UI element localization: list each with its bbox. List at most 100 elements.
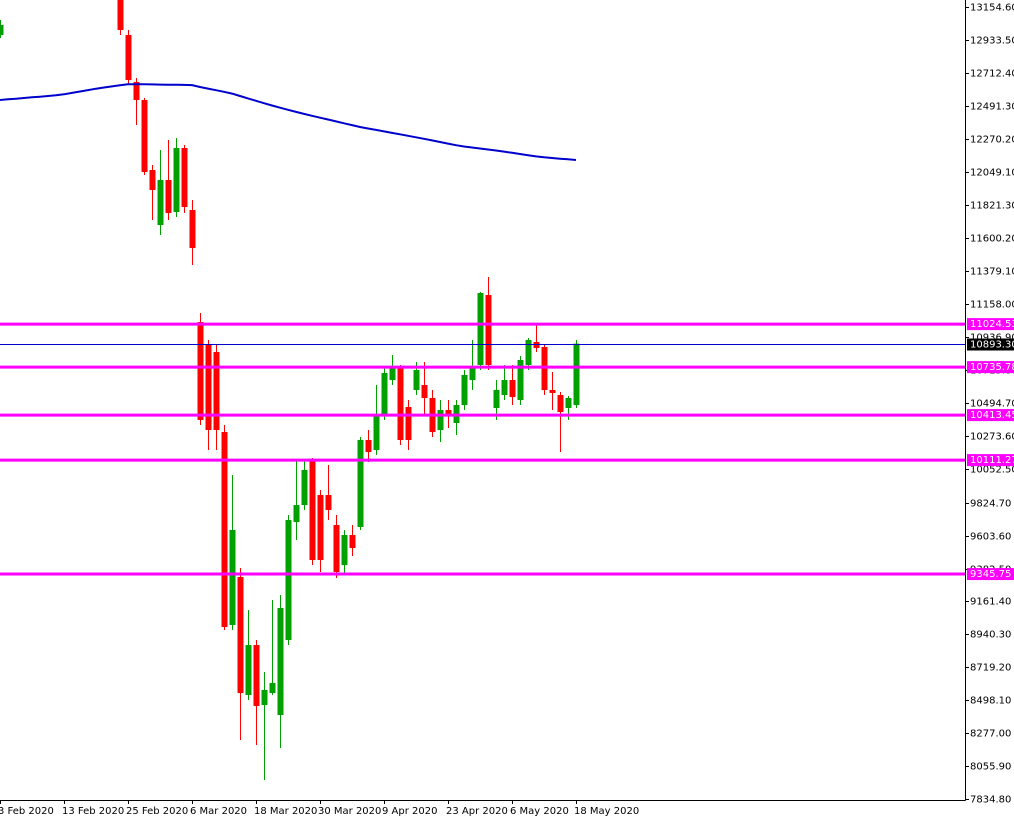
y-tick-label: 11821.30 <box>970 201 1014 212</box>
x-tick-label: 3 Feb 2020 <box>0 806 54 817</box>
candle-body <box>317 495 324 561</box>
x-tick-label: 18 Mar 2020 <box>254 806 317 817</box>
candle-body <box>357 440 364 528</box>
candle-body <box>469 368 476 381</box>
candle-body <box>573 343 580 406</box>
y-tick-label: 12712.40 <box>970 69 1014 80</box>
candle-body <box>309 460 316 561</box>
candle-body <box>285 520 292 641</box>
candle-body <box>213 352 220 431</box>
y-tick-label: 7834.80 <box>970 795 1011 806</box>
candle-body <box>421 385 428 399</box>
y-tick-label: 12049.10 <box>970 168 1014 179</box>
plot-area <box>0 0 965 781</box>
level-badge <box>967 454 1014 467</box>
candle-body <box>485 295 492 366</box>
candle-body <box>477 293 484 366</box>
y-tick-label: 11158.00 <box>970 300 1014 311</box>
y-tick-label: 10936.90 <box>970 333 1014 344</box>
candle-body <box>405 407 412 441</box>
candle-body <box>349 535 356 549</box>
level-label: 11024.53 <box>970 319 1014 330</box>
x-tick-label: 13 Feb 2020 <box>62 806 124 817</box>
candle-body <box>493 390 500 409</box>
candle-body <box>229 530 236 626</box>
candle-body <box>301 470 308 506</box>
candle-body <box>509 380 516 398</box>
candle-body <box>525 340 532 366</box>
candle-body <box>533 342 540 349</box>
y-tick-label: 12270.20 <box>970 135 1014 146</box>
x-tick-label: 30 Mar 2020 <box>318 806 381 817</box>
y-tick-label: 8719.20 <box>970 663 1011 674</box>
x-tick-label: 23 Apr 2020 <box>446 806 508 817</box>
candle-body <box>197 322 204 421</box>
x-tick-label: 6 May 2020 <box>510 806 569 817</box>
candle-body <box>157 180 164 226</box>
candle-body <box>133 82 140 101</box>
y-tick-label: 9824.70 <box>970 499 1011 510</box>
candle-body <box>445 410 452 416</box>
candle-body <box>325 495 332 511</box>
candle-body <box>173 148 180 213</box>
y-tick-label: 10273.60 <box>970 432 1014 443</box>
level-badge <box>967 568 1014 581</box>
level-badge <box>967 318 1014 331</box>
level-badge <box>967 361 1014 374</box>
candle-body <box>381 373 388 416</box>
candle-body <box>0 24 4 36</box>
candle-body <box>237 577 244 694</box>
candle-body <box>293 505 300 523</box>
y-tick-label: 8498.10 <box>970 696 1011 707</box>
candle-body <box>461 375 468 406</box>
candle-body <box>261 690 268 706</box>
y-tick-label: 12933.50 <box>970 36 1014 47</box>
x-tick-label: 9 Apr 2020 <box>382 806 437 817</box>
candle-body <box>341 535 348 566</box>
y-tick-label: 13154.60 <box>970 3 1014 14</box>
candle-body <box>437 410 444 431</box>
candle-body <box>549 390 556 394</box>
candle-body <box>205 345 212 431</box>
candle-body <box>333 525 340 573</box>
x-tick-label: 6 Mar 2020 <box>190 806 247 817</box>
candle-body <box>221 432 228 628</box>
candle-body <box>373 415 380 451</box>
candle-body <box>397 368 404 441</box>
candle-body <box>149 170 156 190</box>
candle-body <box>565 398 572 409</box>
y-tick-label: 8940.30 <box>970 630 1011 641</box>
y-tick-label: 9603.60 <box>970 532 1011 543</box>
candle-body <box>501 380 508 396</box>
candle-body <box>413 370 420 391</box>
candle-body <box>365 440 372 453</box>
level-label: 10413.45 <box>970 410 1014 421</box>
candle-body <box>125 35 132 81</box>
y-tick-label: 12491.30 <box>970 102 1014 113</box>
candle-body <box>181 148 188 208</box>
y-tick-label: 8055.90 <box>970 762 1011 773</box>
y-tick-label: 11600.20 <box>970 234 1014 245</box>
candle-body <box>117 0 124 30</box>
candle-body <box>189 210 196 249</box>
price-label: 10893.30 <box>970 340 1014 351</box>
level-label: 10111.27 <box>970 455 1014 466</box>
x-tick-label: 18 May 2020 <box>574 806 639 817</box>
level-label: 10735.78 <box>970 362 1014 373</box>
y-tick-label: 9161.40 <box>970 597 1011 608</box>
candle-body <box>557 395 564 413</box>
candle-body <box>165 180 172 213</box>
x-tick-label: 25 Feb 2020 <box>126 806 188 817</box>
candle-body <box>141 100 148 172</box>
candle-body <box>389 368 396 381</box>
y-tick-label: 8277.00 <box>970 729 1011 740</box>
level-badge <box>967 409 1014 422</box>
candle-body <box>245 645 252 696</box>
level-label: 9345.75 <box>970 569 1011 580</box>
y-tick-label: 10052.50 <box>970 465 1014 476</box>
moving-average <box>0 83 577 161</box>
